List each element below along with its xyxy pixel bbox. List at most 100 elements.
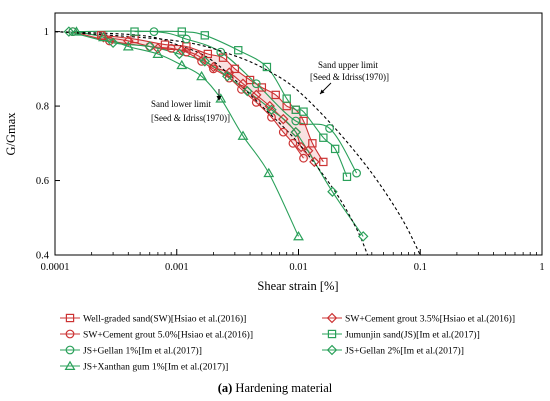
data-point [319,157,328,167]
x-tick-label: 0.0001 [41,262,70,273]
legend-label: SW+Cement grout 3.5%[Hsiao et al.(2016)] [345,314,515,325]
data-point [197,57,207,66]
data-point [177,27,186,36]
data-point [107,37,119,49]
y-tick-label: 0.4 [36,251,50,262]
legend-label: JS+Gellan 1%[Im et al.(2017)] [83,346,202,357]
data-point [98,31,109,43]
legend-item-sw-cement-grout-3-5-hsiao-et-al-2016: SW+Cement grout 3.5%[Hsiao et al.(2016)] [322,312,515,325]
x-axis-title: Shear strain [%] [257,279,338,293]
data-point [342,172,352,182]
legend-marker [65,329,75,339]
data-point [352,168,361,178]
data-point [330,144,340,154]
y-tick-label: 1 [44,27,49,38]
data-point [295,141,307,153]
data-point [63,26,75,37]
data-point [291,116,301,126]
legend-label: Well-graded sand(SW)[Hsiao et al.(2016)] [83,314,246,325]
series-jumunjin-sand-js-im-et-al-2017 [130,27,352,182]
sand-upper-limit-curve [54,31,421,256]
x-tick-label: 0.01 [289,262,307,273]
legend-item-js-xanthan-gum-1-im-et-al-2017: JS+Xanthan gum 1%[Im et al.(2017)] [60,360,228,373]
legend-marker [65,313,75,323]
data-point [123,35,134,47]
data-point [299,153,308,163]
fit-curve-js-gellan-2-im-et-al-2017 [68,31,364,237]
data-point [216,47,226,57]
data-point [237,78,249,89]
upper-limit-label-line2: [Seed & Idriss(1970)] [310,72,389,82]
legend-label: JS+Xanthan gum 1%[Im et al.(2017)] [83,362,228,373]
upper-limit-arrowhead [320,89,325,94]
data-point [299,107,308,116]
data-point [262,62,272,72]
legend-marker [64,360,76,370]
y-ticks: 0.4 0.6 0.8 1 [36,27,60,262]
legend-item-jumunjin-sand-js-im-et-al-2017: Jumunjin sand(JS)[Im et al.(2017)] [322,330,480,341]
series-well-graded-sand-sw-hsiao-et-al-2016 [97,31,328,167]
data-point [224,67,235,78]
data-point [144,41,155,52]
y-axis-title: G/Gmax [4,112,18,156]
data-point [266,104,277,116]
data-point [290,126,302,138]
data-point [263,167,275,178]
data-point [282,94,291,103]
data-point [203,49,213,59]
legend-item-sw-cement-grout-5-0-hsiao-et-al-2016: SW+Cement grout 5.0%[Hsiao et al.(2016)] [60,330,253,341]
data-point [293,230,304,241]
data-point [152,48,164,58]
legend-marker [326,312,338,324]
legend: Well-graded sand(SW)[Hsiao et al.(2016)]… [60,312,515,373]
fit-curve-js-gellan-1-im-et-al-2017 [72,30,358,174]
data-point [251,89,262,101]
data-point [251,97,261,107]
data-point [251,79,261,89]
data-point [176,59,188,70]
data-point [325,124,334,133]
upper-limit-label-line1: Sand upper limit [318,60,378,70]
data-point [98,31,109,42]
legend-label: Jumunjin sand(JS)[Im et al.(2017)] [345,330,480,341]
fit-curve-js-xanthan-gum-1-im-et-al-2017 [76,31,299,237]
x-tick-label: 0.001 [165,262,189,273]
data-point [160,40,170,49]
x-tick-label: 1 [539,262,544,273]
data-point [70,26,82,36]
y-tick-label: 0.6 [36,176,49,187]
markers-layer [63,26,369,242]
data-point [309,156,320,168]
data-point [327,186,338,197]
legend-marker [327,329,337,339]
legend-item-well-graded-sand-sw-hsiao-et-al-2016: Well-graded sand(SW)[Hsiao et al.(2016)] [60,314,246,325]
data-point [196,70,208,81]
x-tick-label: 0.1 [414,262,427,273]
data-point [234,46,243,55]
legend-label: SW+Cement grout 5.0%[Hsiao et al.(2016)] [83,330,253,341]
figure-caption: (a) Hardening material [218,381,333,395]
data-point [308,139,317,148]
data-point [149,27,159,37]
lower-limit-arrowhead [216,96,222,101]
data-point [271,90,280,100]
data-point [181,34,191,44]
lower-limit-label-line1: Sand lower limit [151,99,211,109]
data-point [242,85,253,97]
data-point [218,53,228,62]
data-point [264,100,275,112]
data-point [245,75,255,85]
data-point [278,113,289,125]
data-point [200,31,210,40]
x-ticks: 0.0001 0.001 0.01 0.1 1 [41,249,545,273]
caption-text: Hardening material [232,381,332,395]
data-point [288,138,298,148]
data-point [122,41,134,51]
data-point [222,71,233,82]
data-point [130,27,139,36]
legend-marker [326,344,338,356]
data-point [230,64,240,74]
legend-label: JS+Gellan 2%[Im et al.(2017)] [345,346,464,357]
data-point [208,61,219,73]
